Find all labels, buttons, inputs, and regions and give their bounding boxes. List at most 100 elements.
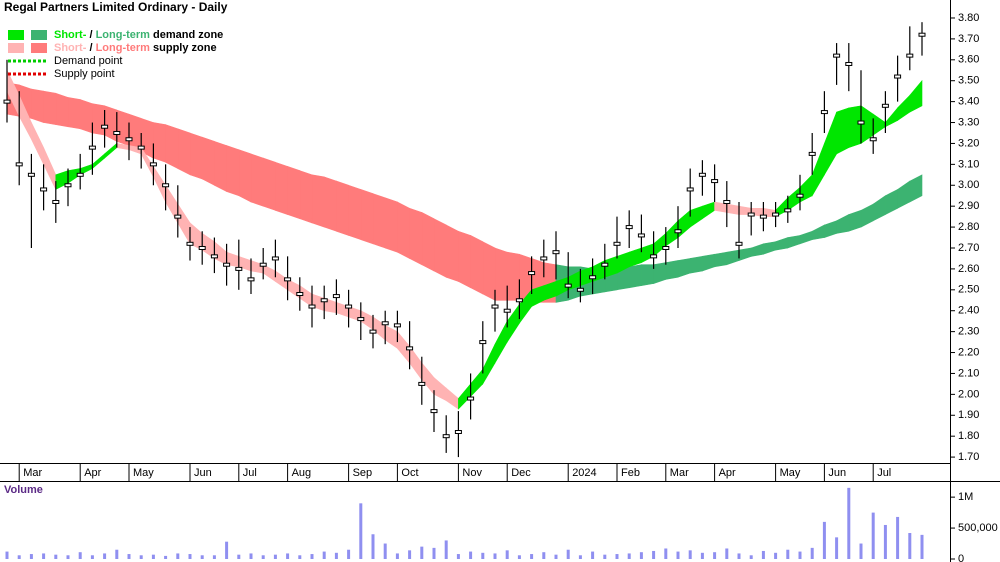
legend-label: Short- [54, 42, 87, 54]
price-close [820, 110, 828, 115]
legend-swatch [31, 43, 47, 53]
x-tick-label: May [133, 467, 154, 479]
volume-bar [664, 548, 668, 559]
price-close [3, 99, 11, 104]
volume-bar [847, 487, 851, 559]
volume-bar [603, 554, 607, 559]
price-close [442, 434, 450, 439]
volume-bar [249, 553, 253, 559]
long-zone-segment [397, 201, 410, 259]
long-zone-segment [433, 218, 447, 278]
long-zone-segment [287, 166, 301, 220]
long-zone-segment [238, 149, 252, 203]
volume-bar [261, 555, 265, 559]
volume-bar [554, 554, 558, 559]
volume-bar [115, 549, 119, 559]
y-tick-label: 0 [958, 553, 964, 562]
long-zone-segment [665, 260, 679, 280]
volume-bar [639, 552, 643, 559]
volume-bar [859, 543, 863, 559]
volume-bar [896, 516, 900, 559]
price-close [613, 241, 621, 246]
volume-bar [322, 551, 326, 559]
volume-bar [395, 553, 399, 559]
long-zone-segment [43, 90, 57, 125]
long-zone-segment [506, 251, 520, 301]
y-tick-label: 3.50 [958, 75, 979, 87]
long-zone-segment [628, 264, 642, 289]
price-close [796, 193, 804, 198]
volume-bar [774, 552, 778, 559]
x-tick-label: Feb [621, 467, 640, 479]
price-close [223, 262, 231, 267]
long-zone-segment [470, 234, 484, 295]
price-close [869, 137, 877, 142]
price-close [271, 256, 279, 261]
volume-bar [78, 552, 82, 559]
price-close [503, 308, 511, 313]
long-zone-segment [689, 255, 703, 274]
volume-bar [493, 553, 497, 559]
volume-bar [627, 553, 631, 559]
volume-bar [871, 512, 875, 559]
y-tick-label: 2.50 [958, 284, 979, 296]
price-close [540, 256, 548, 261]
legend-text: Short- / Long-term demand zone [54, 29, 223, 41]
volume-bar [225, 541, 229, 559]
price-close [198, 245, 206, 250]
volume-bar [591, 551, 595, 559]
volume-bar [578, 555, 582, 559]
volume-bar [566, 549, 570, 559]
price-close [772, 212, 780, 217]
x-tick-label: Aug [292, 467, 312, 479]
price-close [125, 137, 133, 142]
price-close [15, 162, 23, 167]
volume-bar [432, 547, 436, 559]
legend-label: Long-term [96, 42, 151, 54]
price-close [881, 103, 889, 108]
volume-bar [17, 555, 21, 559]
volume-bar [164, 555, 168, 559]
long-zone-segment [165, 124, 179, 170]
volume-bar [176, 553, 180, 559]
volume-bar [66, 555, 70, 559]
y-tick-label: 2.40 [958, 305, 979, 317]
price-close [247, 277, 255, 282]
volume-bar [334, 552, 338, 559]
long-zone-segment [641, 264, 654, 286]
price-close [308, 304, 316, 309]
legend-swatch [8, 30, 24, 40]
price-close [747, 212, 755, 217]
volume-bar [908, 533, 912, 559]
price-close [381, 321, 389, 326]
price-close [723, 199, 731, 204]
long-zone-segment [31, 88, 44, 123]
legend-label: Short- [54, 29, 87, 41]
price-close [735, 241, 743, 246]
price-close [894, 74, 902, 79]
price-close [918, 32, 926, 37]
volume-bar [761, 550, 765, 559]
volume-bar [237, 554, 241, 559]
x-tick-label: Jul [877, 467, 891, 479]
legend-label: / [86, 42, 95, 54]
y-tick-label: 500,000 [958, 522, 998, 534]
long-zone-segment [445, 224, 459, 282]
volume-bar [920, 534, 924, 559]
long-zone-segment [458, 230, 471, 289]
volume-bar [127, 554, 131, 559]
price-close [345, 304, 353, 309]
price-close [686, 187, 694, 192]
long-zone-segment [153, 122, 166, 163]
price-close [174, 214, 182, 219]
price-close [88, 145, 96, 150]
volume-bar [298, 555, 302, 559]
volume-bar [652, 550, 656, 559]
volume-bar [810, 547, 814, 559]
price-close [284, 277, 292, 282]
price-close [479, 340, 487, 345]
long-zone-segment [494, 247, 508, 301]
volume-bar [798, 551, 802, 559]
volume-bar [5, 551, 9, 559]
